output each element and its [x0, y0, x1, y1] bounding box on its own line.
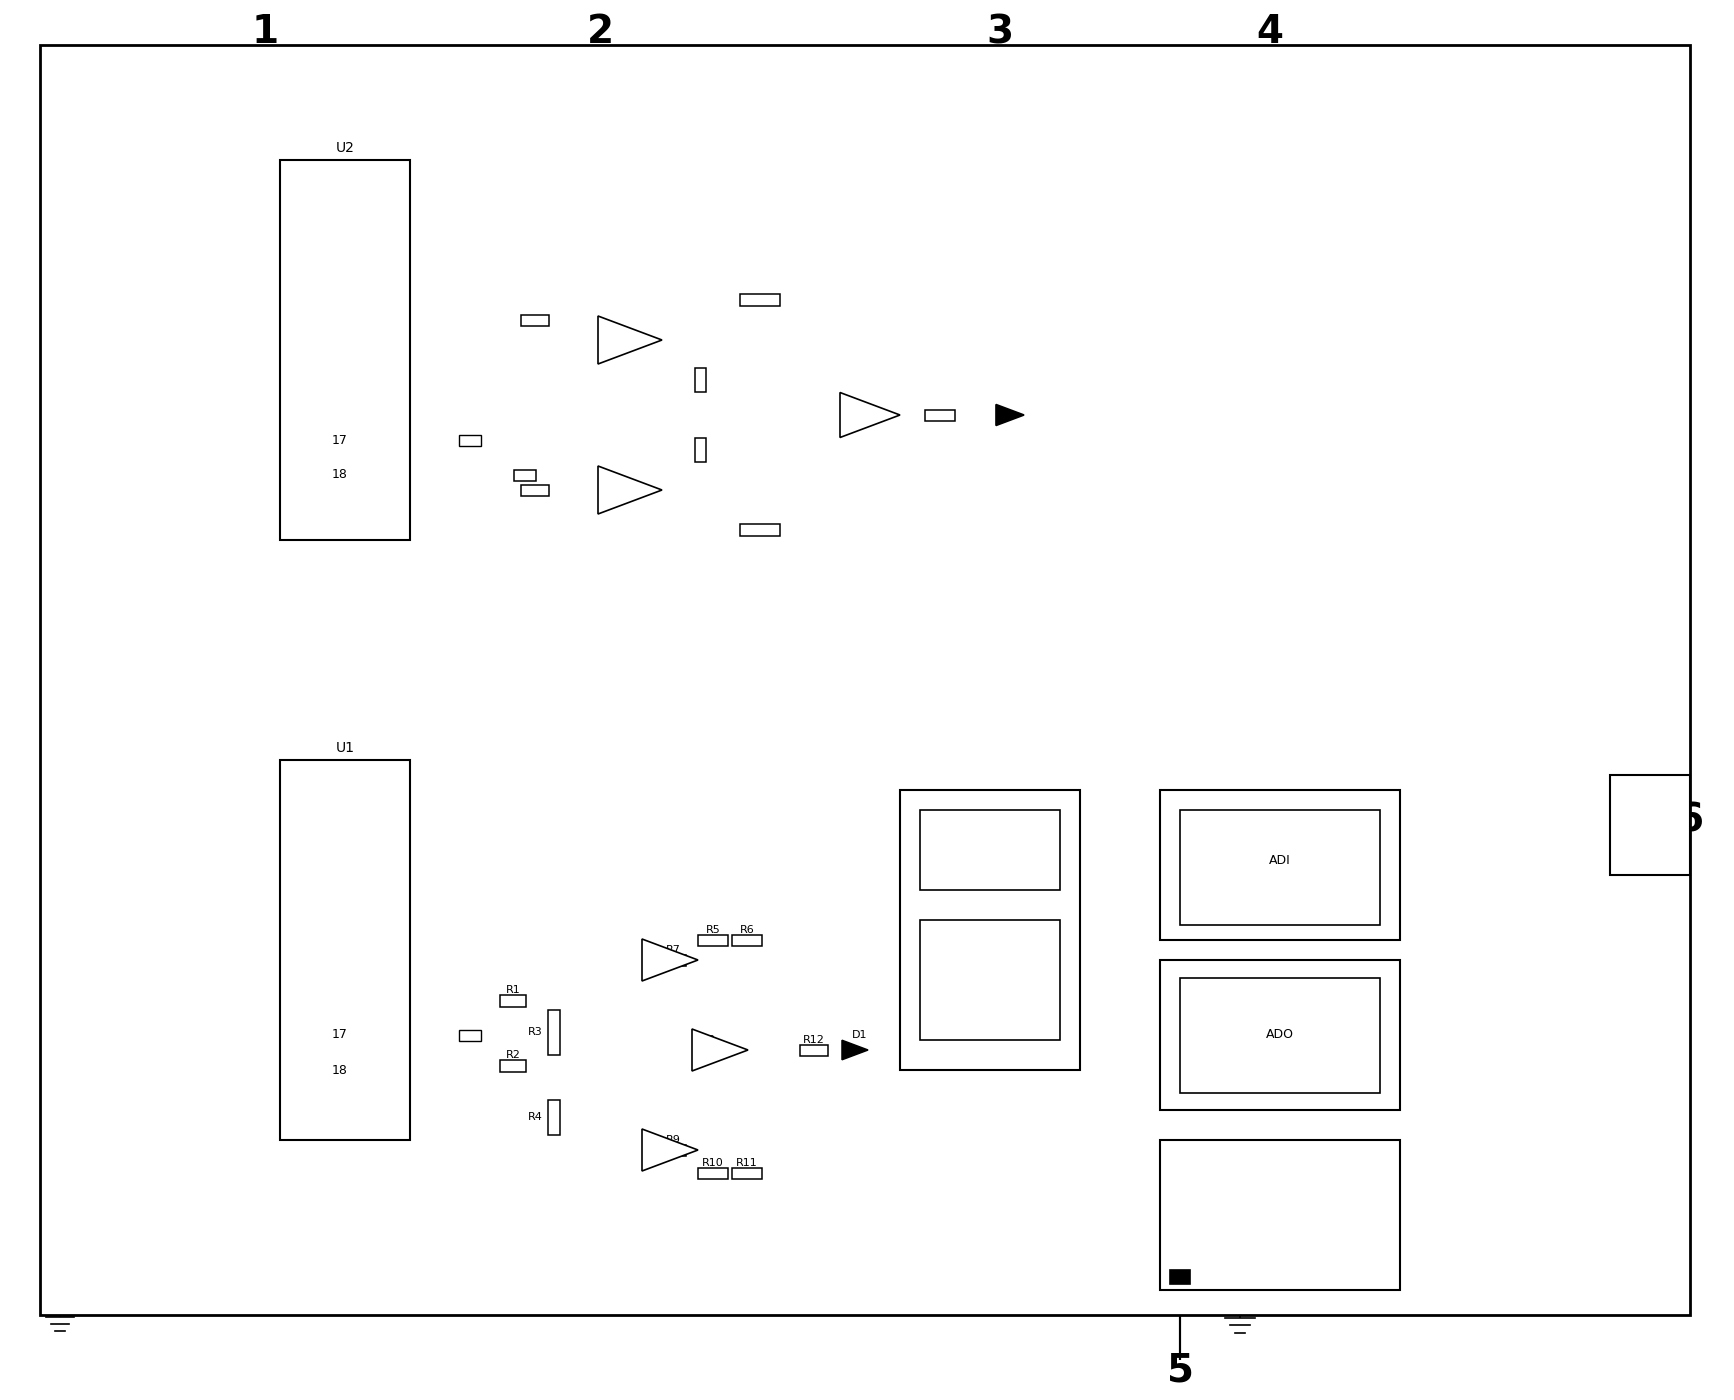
Bar [732, 935, 761, 946]
Bar [732, 1168, 761, 1179]
Text: R3: R3 [529, 1028, 543, 1037]
Bar [513, 469, 536, 480]
Polygon shape [642, 1128, 699, 1170]
Bar [520, 484, 550, 496]
Text: R6: R6 [740, 925, 754, 935]
Text: R9: R9 [666, 1135, 680, 1145]
Bar [491, 130, 1099, 1260]
Text: 18: 18 [333, 1064, 349, 1077]
Bar [548, 1009, 560, 1056]
Text: 3: 3 [987, 13, 1014, 50]
Text: R12: R12 [803, 1035, 825, 1044]
Text: R1: R1 [506, 986, 520, 995]
Polygon shape [839, 392, 900, 437]
Text: 4: 4 [1257, 13, 1283, 50]
Polygon shape [642, 939, 699, 981]
Bar [1181, 811, 1380, 925]
Bar [695, 438, 706, 462]
Bar [548, 1100, 560, 1135]
Bar [1181, 979, 1380, 1093]
Bar [279, 160, 409, 540]
Bar [1170, 1270, 1190, 1284]
Text: ADI: ADI [1269, 854, 1290, 867]
Text: 17: 17 [333, 434, 349, 447]
Bar [799, 1044, 829, 1056]
Bar [1150, 760, 1439, 1270]
Text: U2: U2 [336, 141, 354, 155]
Text: U1: U1 [335, 741, 354, 755]
Text: 2: 2 [586, 13, 614, 50]
Bar [879, 760, 1110, 1140]
Bar [661, 1145, 687, 1156]
Bar [1160, 960, 1399, 1110]
Bar [699, 935, 728, 946]
Bar [80, 130, 550, 1260]
Polygon shape [598, 316, 662, 364]
Text: 17: 17 [333, 1029, 349, 1042]
Text: 18: 18 [333, 469, 349, 482]
Polygon shape [843, 1040, 869, 1060]
Text: R10: R10 [702, 1158, 723, 1168]
Bar [1160, 1140, 1399, 1289]
Bar [661, 955, 687, 966]
Text: 5: 5 [1167, 1351, 1193, 1389]
Bar [460, 1029, 480, 1040]
Bar [921, 920, 1059, 1040]
Bar [499, 995, 525, 1007]
Text: R7: R7 [666, 945, 680, 955]
Bar [740, 294, 780, 307]
Bar [520, 315, 550, 326]
Bar [924, 409, 955, 420]
Bar [699, 1168, 728, 1179]
Text: R2: R2 [506, 1050, 520, 1060]
Text: 6: 6 [1677, 801, 1703, 839]
Polygon shape [995, 405, 1025, 426]
Bar [921, 811, 1059, 890]
Bar [499, 1060, 525, 1072]
Text: ADO: ADO [1266, 1029, 1294, 1042]
Text: D1: D1 [851, 1030, 867, 1040]
Text: R11: R11 [737, 1158, 758, 1168]
Bar [1609, 776, 1691, 875]
Text: R8: R8 [701, 1035, 716, 1044]
Bar [279, 760, 409, 1140]
Polygon shape [692, 1029, 747, 1071]
Bar [740, 524, 780, 536]
Bar [1160, 790, 1399, 939]
Text: R4: R4 [529, 1112, 543, 1121]
Bar [900, 790, 1080, 1070]
Text: 1: 1 [251, 13, 279, 50]
Bar [695, 368, 706, 392]
Bar [695, 1044, 721, 1056]
Polygon shape [598, 466, 662, 514]
Text: R5: R5 [706, 925, 720, 935]
Bar [460, 434, 480, 445]
